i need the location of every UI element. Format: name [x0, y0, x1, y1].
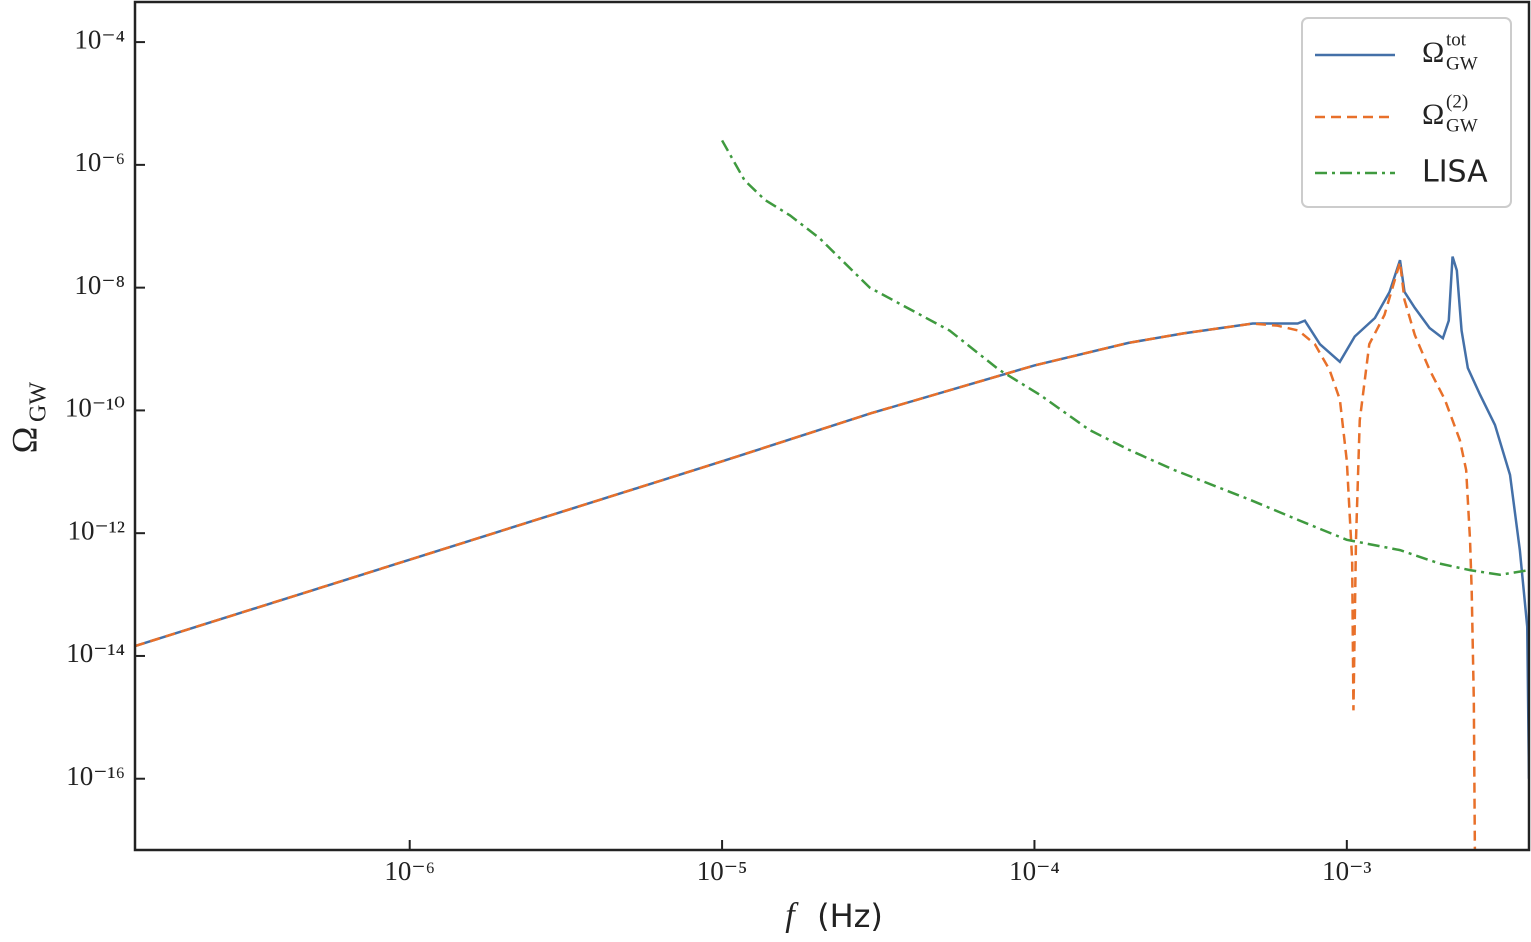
legend-label: LISA [1422, 155, 1488, 190]
legend-label: Ω [1422, 98, 1444, 131]
y-label-symbol: Ω [4, 427, 44, 454]
x-tick-label: 10⁻⁶ [384, 856, 435, 886]
x-label: f [785, 897, 799, 934]
series-line [720, 139, 1529, 577]
y-tick-label: 10⁻¹² [68, 515, 125, 545]
legend-label-sub: GW [1446, 53, 1478, 74]
y-tick-label: 10⁻⁴ [74, 24, 125, 54]
x-label: (Hz) [817, 897, 883, 935]
plot-frame [133, 0, 1531, 852]
x-tick-label: 10⁻⁵ [697, 856, 748, 886]
legend-box [1301, 17, 1512, 208]
y-tick-label: 10⁻¹⁶ [66, 761, 125, 791]
legend-label-sub: GW [1446, 115, 1478, 136]
y-label: Ω GW [4, 382, 51, 454]
y-tick-label: 10⁻¹⁰ [65, 393, 125, 423]
legend-label-sup: (2) [1446, 91, 1468, 112]
series-line [135, 261, 1477, 850]
series-line [135, 256, 1529, 779]
y-tick-label: 10⁻⁶ [74, 147, 125, 177]
x-tick-label: 10⁻⁴ [1009, 856, 1060, 886]
x-tick-label: 10⁻³ [1322, 856, 1371, 886]
y-tick-label: 10⁻⁸ [74, 270, 125, 300]
y-tick-label: 10⁻¹⁴ [66, 638, 125, 668]
legend-label-sup: tot [1446, 29, 1467, 50]
y-label-sub: GW [26, 382, 52, 422]
legend-label: Ω [1422, 36, 1444, 69]
